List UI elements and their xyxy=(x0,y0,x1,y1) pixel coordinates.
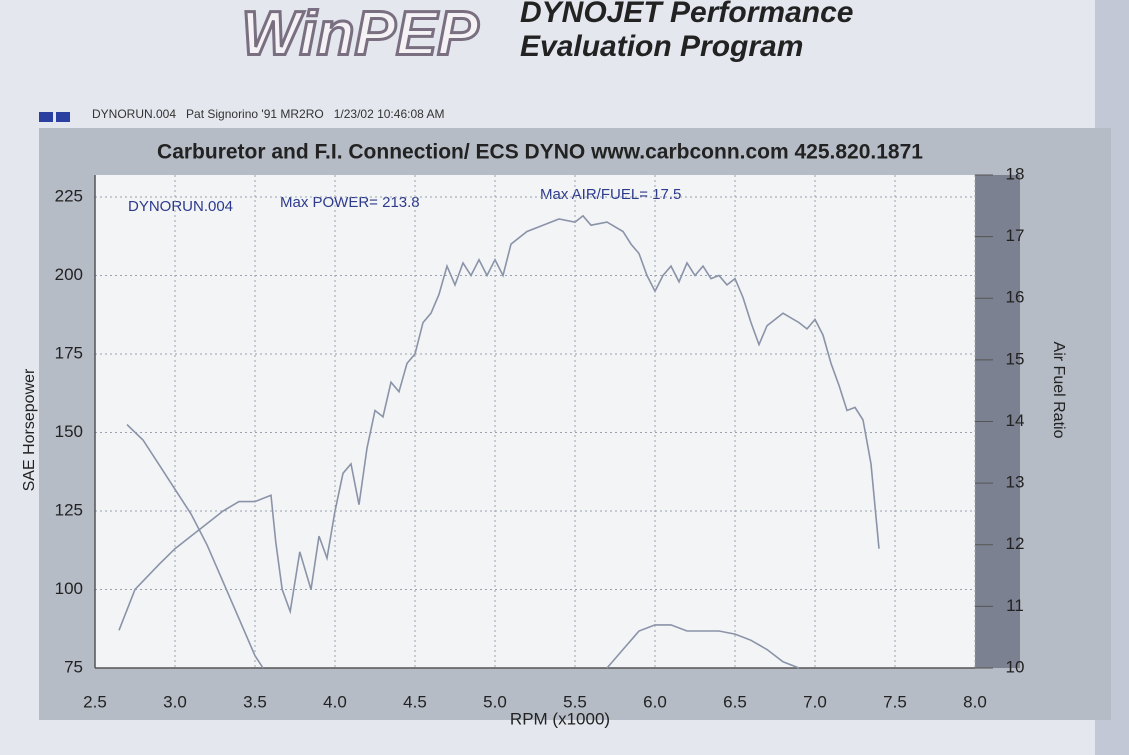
x-tick-label: 3.0 xyxy=(163,692,187,711)
x-tick-label: 5.0 xyxy=(483,692,507,711)
y2-axis-label: Air Fuel Ratio xyxy=(1050,342,1067,439)
y-tick-label: 200 xyxy=(55,265,83,284)
x-tick-label: 4.0 xyxy=(323,692,347,711)
legend-swatch xyxy=(56,112,70,122)
x-tick-label: 7.5 xyxy=(883,692,907,711)
y-tick-label: 150 xyxy=(55,422,83,441)
y-tick-label: 225 xyxy=(55,186,83,205)
y2-tick-label: 14 xyxy=(1006,411,1025,430)
y2-tick-label: 18 xyxy=(1006,164,1025,183)
x-tick-label: 7.0 xyxy=(803,692,827,711)
y2-tick-label: 13 xyxy=(1006,473,1025,492)
x-tick-label: 5.5 xyxy=(563,692,587,711)
y-tick-label: 125 xyxy=(55,500,83,519)
x-tick-label: 4.5 xyxy=(403,692,427,711)
annotation: DYNORUN.004 xyxy=(128,198,233,215)
y-tick-label: 100 xyxy=(55,579,83,598)
x-tick-label: 2.5 xyxy=(83,692,107,711)
y-tick-label: 75 xyxy=(64,657,83,676)
y2-tick-label: 16 xyxy=(1006,288,1025,307)
y2-tick-label: 10 xyxy=(1006,657,1025,676)
y-tick-label: 175 xyxy=(55,343,83,362)
x-tick-label: 6.0 xyxy=(643,692,667,711)
y2-tick-label: 15 xyxy=(1006,349,1025,368)
plot-area xyxy=(95,175,975,668)
y2-tick-label: 17 xyxy=(1006,226,1025,245)
run-info: DYNORUN.004 Pat Signorino '91 MR2RO 1/23… xyxy=(92,107,444,121)
data-line xyxy=(126,424,800,669)
header-title: DYNOJET Performance xyxy=(520,0,853,29)
y2-tick-label: 12 xyxy=(1006,534,1025,553)
x-tick-label: 3.5 xyxy=(243,692,267,711)
annotation: Max POWER= 213.8 xyxy=(280,194,420,211)
logo: WinPEP xyxy=(241,0,479,68)
annotation: Max AIR/FUEL= 17.5 xyxy=(540,186,681,203)
y-axis-label: SAE Horsepower xyxy=(21,368,38,491)
legend-swatch xyxy=(39,112,53,122)
header-title: Evaluation Program xyxy=(520,30,803,63)
chart-title: Carburetor and F.I. Connection/ ECS DYNO… xyxy=(157,141,923,164)
y2-tick-label: 11 xyxy=(1006,596,1024,615)
x-tick-label: 6.5 xyxy=(723,692,747,711)
x-tick-label: 8.0 xyxy=(963,692,987,711)
data-line xyxy=(118,214,880,631)
x-axis-label: RPM (x1000) xyxy=(510,709,610,728)
